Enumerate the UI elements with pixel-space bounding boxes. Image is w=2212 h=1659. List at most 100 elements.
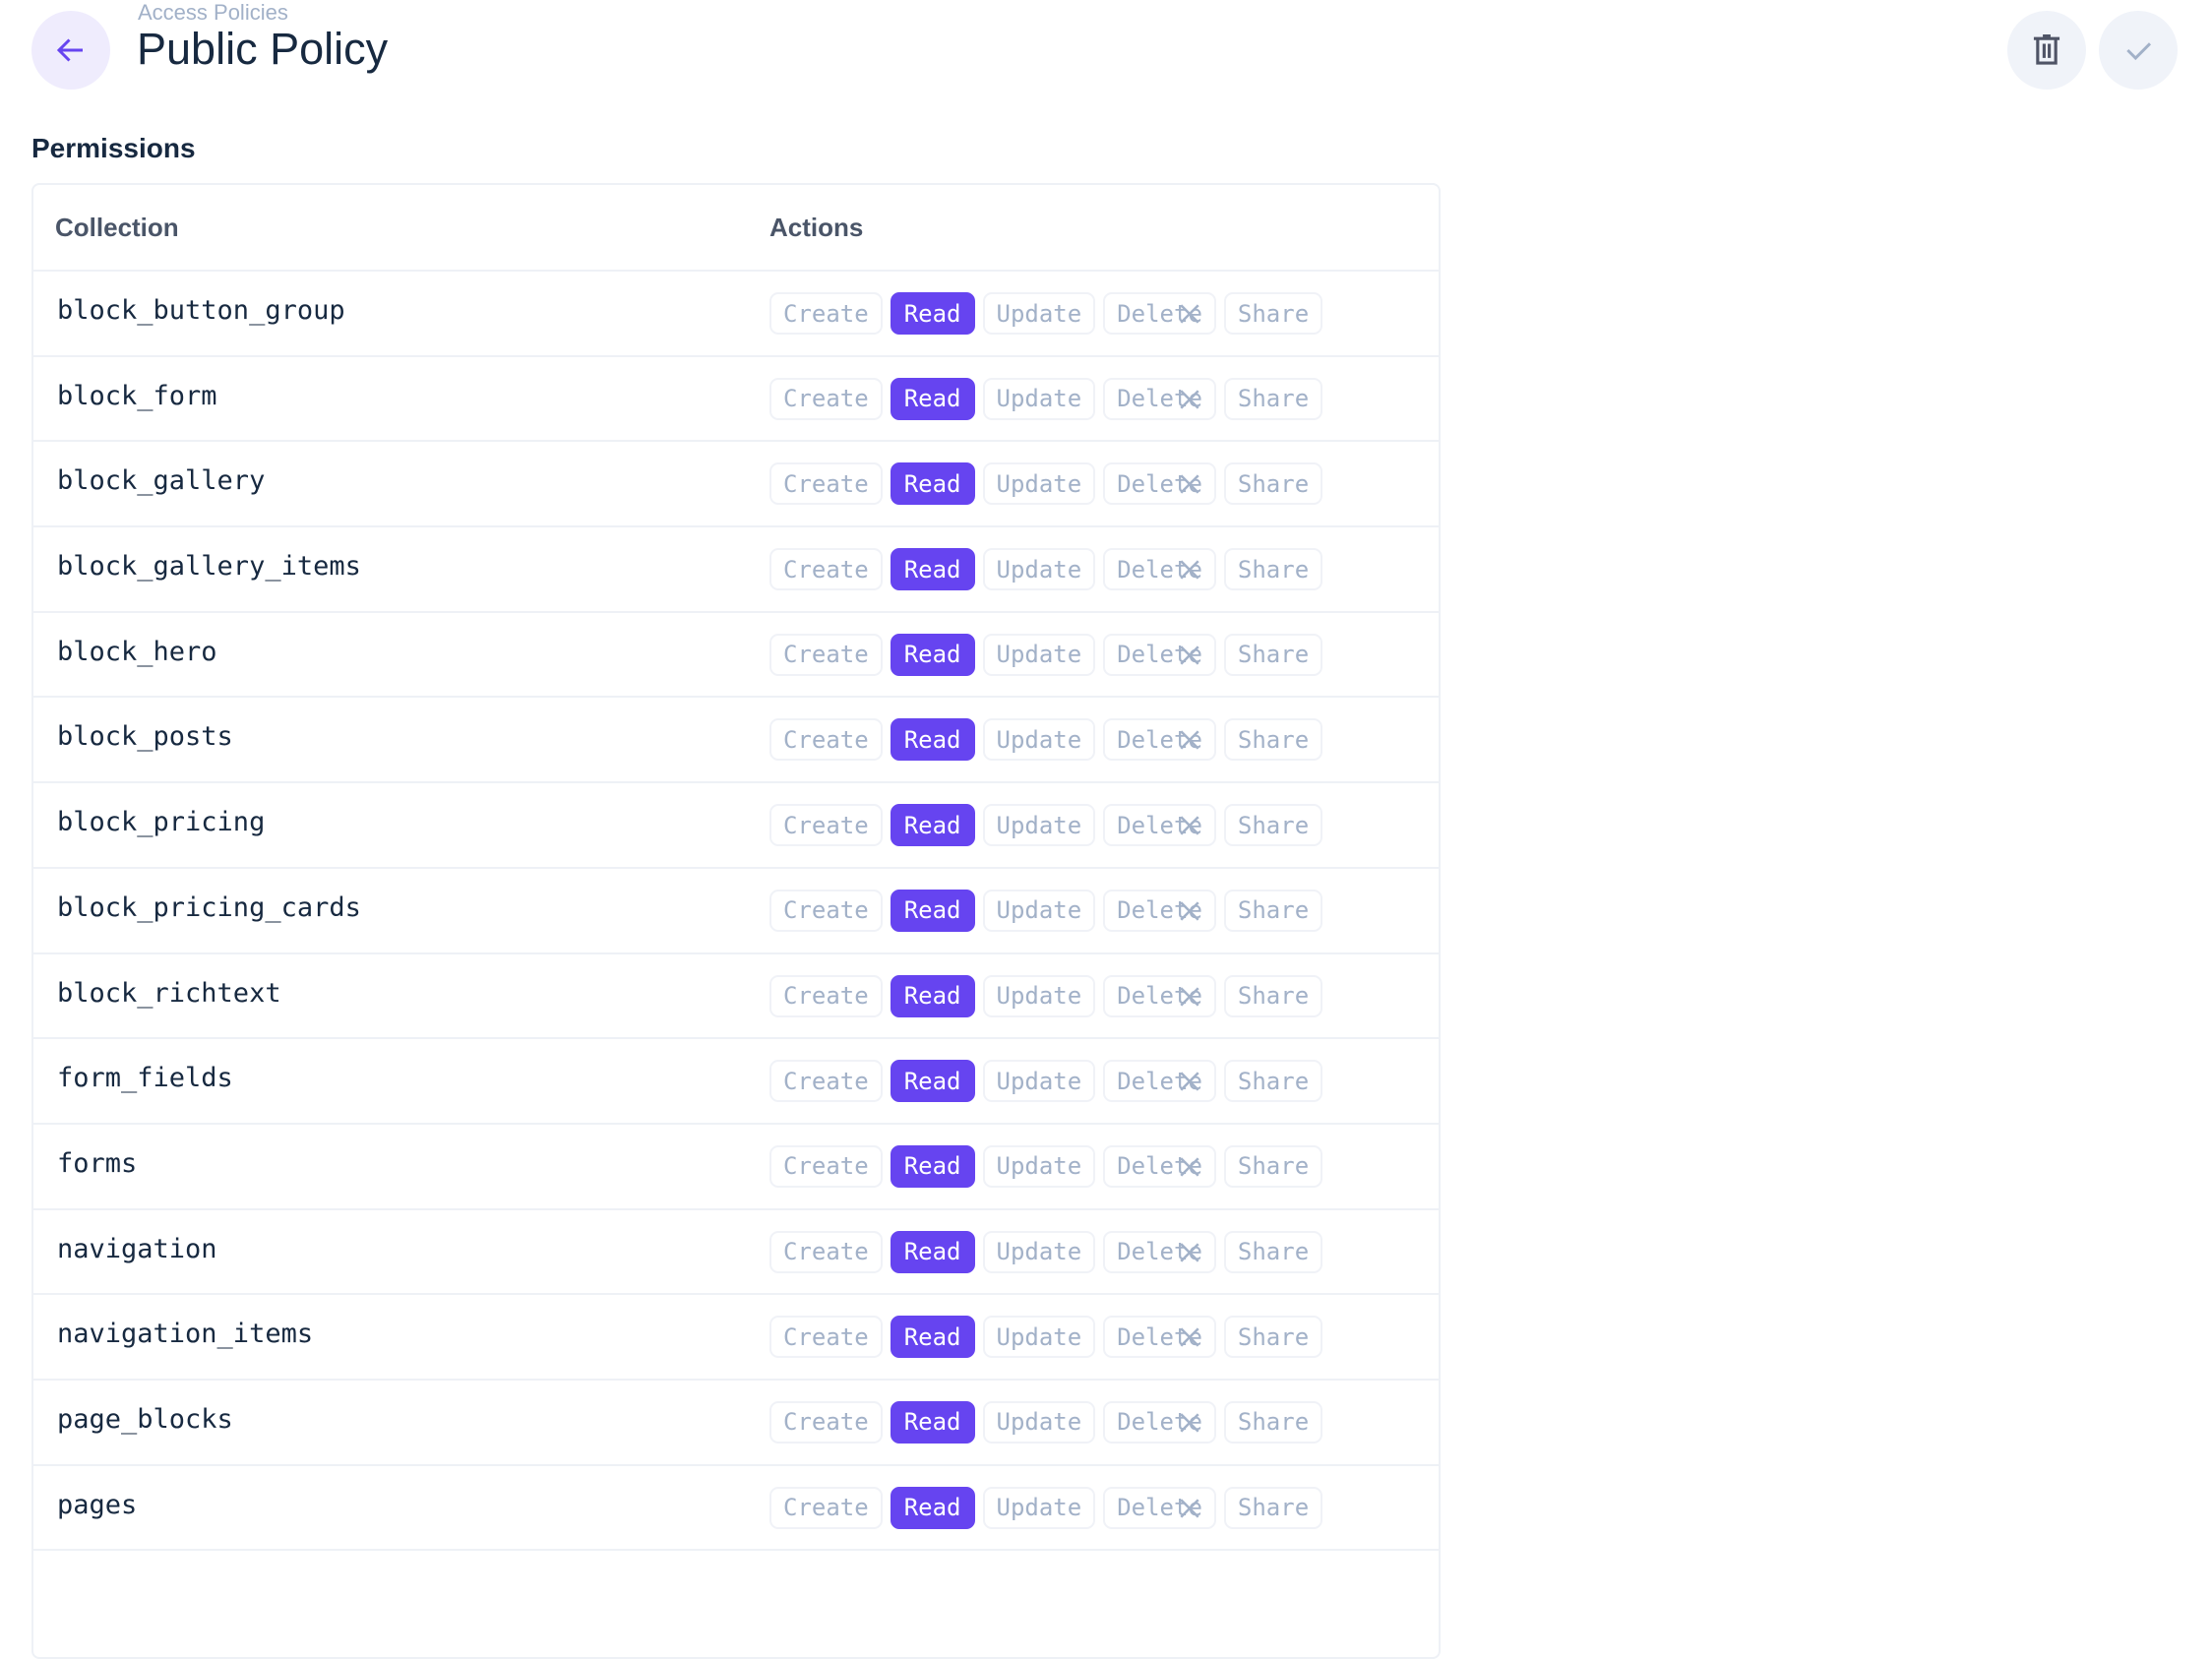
action-share-toggle[interactable]: Share — [1223, 889, 1323, 932]
remove-row-icon[interactable] — [1175, 811, 1204, 840]
table-row[interactable]: block_hero Create Read Update Delete Share — [33, 613, 1439, 699]
action-create-toggle[interactable]: Create — [769, 1230, 883, 1273]
remove-row-icon[interactable] — [1175, 1494, 1204, 1523]
table-row[interactable]: page_blocks Create Read Update Delete Share — [33, 1381, 1439, 1466]
action-share-toggle[interactable]: Share — [1223, 1230, 1323, 1273]
action-delete-toggle[interactable]: Delete — [1103, 377, 1216, 420]
action-read-toggle[interactable]: Read — [890, 1316, 975, 1359]
table-row[interactable]: navigation_items Create Read Update Delete Sh… — [33, 1295, 1439, 1381]
action-delete-toggle[interactable]: Delete — [1103, 633, 1216, 676]
action-create-toggle[interactable]: Create — [769, 718, 883, 762]
remove-row-icon[interactable] — [1175, 555, 1204, 584]
remove-row-icon[interactable] — [1175, 1322, 1204, 1352]
action-read-toggle[interactable]: Read — [890, 1486, 975, 1529]
remove-row-icon[interactable] — [1175, 1238, 1204, 1267]
action-delete-toggle[interactable]: Delete — [1103, 974, 1216, 1017]
table-row[interactable]: block_pricing Create Read Update Delete Share — [33, 783, 1439, 869]
remove-row-icon[interactable] — [1175, 299, 1204, 329]
action-create-toggle[interactable]: Create — [769, 292, 883, 335]
table-row[interactable]: block_gallery Create Read Update Delete Share — [33, 442, 1439, 528]
table-row[interactable]: block_gallery_items Create Read Update Delet… — [33, 527, 1439, 613]
table-row[interactable]: block_richtext Create Read Update Delete Shar… — [33, 954, 1439, 1040]
action-delete-toggle[interactable]: Delete — [1103, 1144, 1216, 1188]
action-create-toggle[interactable]: Create — [769, 1316, 883, 1359]
action-update-toggle[interactable]: Update — [982, 1144, 1096, 1188]
action-create-toggle[interactable]: Create — [769, 377, 883, 420]
action-share-toggle[interactable]: Share — [1223, 1144, 1323, 1188]
action-update-toggle[interactable]: Update — [982, 633, 1096, 676]
action-delete-toggle[interactable]: Delete — [1103, 292, 1216, 335]
action-read-toggle[interactable]: Read — [890, 974, 975, 1017]
action-update-toggle[interactable]: Update — [982, 1400, 1096, 1444]
action-update-toggle[interactable]: Update — [982, 889, 1096, 932]
action-update-toggle[interactable]: Update — [982, 462, 1096, 506]
remove-row-icon[interactable] — [1175, 1067, 1204, 1096]
action-share-toggle[interactable]: Share — [1223, 462, 1323, 506]
action-create-toggle[interactable]: Create — [769, 1144, 883, 1188]
action-create-toggle[interactable]: Create — [769, 1400, 883, 1444]
action-create-toggle[interactable]: Create — [769, 1060, 883, 1103]
action-create-toggle[interactable]: Create — [769, 889, 883, 932]
action-read-toggle[interactable]: Read — [890, 1230, 975, 1273]
remove-row-icon[interactable] — [1175, 982, 1204, 1012]
action-read-toggle[interactable]: Read — [890, 292, 975, 335]
action-create-toggle[interactable]: Create — [769, 548, 883, 591]
table-row[interactable]: navigation Create Read Update Delete Share — [33, 1210, 1439, 1296]
action-share-toggle[interactable]: Share — [1223, 633, 1323, 676]
action-read-toggle[interactable]: Read — [890, 1400, 975, 1444]
table-row[interactable]: block_pricing_cards Create Read Update Delet… — [33, 869, 1439, 954]
action-update-toggle[interactable]: Update — [982, 1486, 1096, 1529]
action-share-toggle[interactable]: Share — [1223, 1316, 1323, 1359]
table-row[interactable]: block_button_group Create Read Update Delete… — [33, 272, 1439, 357]
action-delete-toggle[interactable]: Delete — [1103, 804, 1216, 847]
action-share-toggle[interactable]: Share — [1223, 548, 1323, 591]
action-read-toggle[interactable]: Read — [890, 804, 975, 847]
action-create-toggle[interactable]: Create — [769, 1486, 883, 1529]
breadcrumb[interactable]: Access Policies — [138, 0, 288, 25]
action-share-toggle[interactable]: Share — [1223, 292, 1323, 335]
table-row[interactable]: pages Create Read Update Delete Share — [33, 1466, 1439, 1552]
action-update-toggle[interactable]: Update — [982, 548, 1096, 591]
action-update-toggle[interactable]: Update — [982, 292, 1096, 335]
action-create-toggle[interactable]: Create — [769, 804, 883, 847]
action-share-toggle[interactable]: Share — [1223, 1060, 1323, 1103]
action-read-toggle[interactable]: Read — [890, 1144, 975, 1188]
table-row[interactable]: block_posts Create Read Update Delete Share — [33, 698, 1439, 784]
remove-row-icon[interactable] — [1175, 469, 1204, 499]
action-read-toggle[interactable]: Read — [890, 548, 975, 591]
action-update-toggle[interactable]: Update — [982, 718, 1096, 762]
action-read-toggle[interactable]: Read — [890, 1060, 975, 1103]
action-read-toggle[interactable]: Read — [890, 889, 975, 932]
action-share-toggle[interactable]: Share — [1223, 377, 1323, 420]
action-read-toggle[interactable]: Read — [890, 377, 975, 420]
save-button[interactable] — [2099, 11, 2178, 90]
delete-button[interactable] — [2007, 11, 2086, 90]
action-read-toggle[interactable]: Read — [890, 633, 975, 676]
action-delete-toggle[interactable]: Delete — [1103, 1400, 1216, 1444]
remove-row-icon[interactable] — [1175, 1152, 1204, 1182]
table-row[interactable]: forms Create Read Update Delete Share — [33, 1125, 1439, 1210]
back-button[interactable] — [31, 11, 110, 90]
action-update-toggle[interactable]: Update — [982, 804, 1096, 847]
action-update-toggle[interactable]: Update — [982, 1060, 1096, 1103]
action-share-toggle[interactable]: Share — [1223, 718, 1323, 762]
action-read-toggle[interactable]: Read — [890, 462, 975, 506]
remove-row-icon[interactable] — [1175, 725, 1204, 755]
action-share-toggle[interactable]: Share — [1223, 804, 1323, 847]
table-row[interactable]: block_form Create Read Update Delete Share — [33, 357, 1439, 443]
action-delete-toggle[interactable]: Delete — [1103, 718, 1216, 762]
action-delete-toggle[interactable]: Delete — [1103, 1060, 1216, 1103]
action-create-toggle[interactable]: Create — [769, 462, 883, 506]
action-update-toggle[interactable]: Update — [982, 974, 1096, 1017]
action-update-toggle[interactable]: Update — [982, 1230, 1096, 1273]
remove-row-icon[interactable] — [1175, 896, 1204, 926]
action-update-toggle[interactable]: Update — [982, 377, 1096, 420]
action-share-toggle[interactable]: Share — [1223, 974, 1323, 1017]
action-create-toggle[interactable]: Create — [769, 633, 883, 676]
remove-row-icon[interactable] — [1175, 385, 1204, 414]
remove-row-icon[interactable] — [1175, 1408, 1204, 1438]
action-create-toggle[interactable]: Create — [769, 974, 883, 1017]
remove-row-icon[interactable] — [1175, 641, 1204, 670]
action-read-toggle[interactable]: Read — [890, 718, 975, 762]
table-row[interactable]: form_fields Create Read Update Delete Share — [33, 1039, 1439, 1125]
